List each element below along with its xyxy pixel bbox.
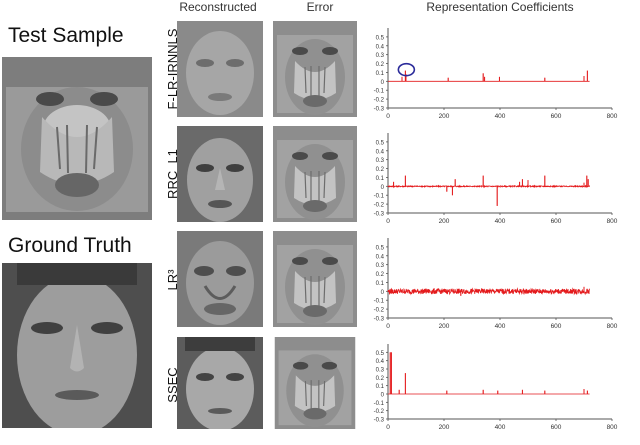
reconstructed-image-ssec — [177, 337, 263, 429]
x-tick-label: 400 — [495, 113, 506, 120]
x-tick-label: 200 — [439, 218, 450, 225]
test-sample-image — [2, 57, 152, 220]
reconstructed-image-rrc-l1 — [177, 126, 263, 222]
error-image-lr3 — [273, 231, 357, 327]
reconstructed-image-lr3 — [177, 231, 263, 327]
x-tick-label: 800 — [607, 424, 618, 431]
x-tick-label: 600 — [551, 424, 562, 431]
y-tick-label: 0.5 — [376, 245, 385, 251]
coefficient-series — [387, 175, 590, 206]
y-tick-label: 0.2 — [376, 167, 385, 173]
x-tick-label: 200 — [439, 424, 450, 431]
coefficient-chart-lr3: 0.50.40.30.20.10-0.1-0.2-0.30 200 400 600 80… — [374, 238, 618, 330]
header-reconstructed: Reconstructed — [179, 0, 257, 14]
x-tick-label: 400 — [495, 424, 506, 431]
y-tick-label: -0.2 — [374, 308, 385, 314]
coefficient-series — [388, 70, 590, 82]
x-tick-label: 800 — [607, 323, 618, 330]
coefficient-series — [387, 286, 590, 296]
y-tick-label: -0.1 — [374, 401, 385, 407]
ground-truth-image — [2, 263, 152, 428]
y-tick-label: -0.3 — [374, 418, 385, 424]
y-tick-label: 0 — [381, 185, 385, 191]
x-tick-label: 400 — [495, 323, 506, 330]
y-tick-label: 0.4 — [376, 149, 385, 155]
x-tick-label: 0 — [386, 323, 390, 330]
y-tick-label: 0.4 — [376, 359, 385, 365]
error-image-rrc-l1 — [273, 126, 357, 222]
x-tick-label: 600 — [551, 218, 562, 225]
y-tick-label: 0.5 — [376, 35, 385, 41]
y-tick-label: 0.4 — [376, 44, 385, 50]
error-image-f-lr-irnnls — [273, 21, 357, 117]
error-image-ssec — [273, 337, 357, 429]
x-tick-label: 0 — [386, 424, 390, 431]
y-tick-label: 0 — [381, 290, 385, 296]
y-tick-label: -0.1 — [374, 299, 385, 305]
test-sample-label: Test Sample — [8, 24, 124, 47]
y-tick-label: 0.1 — [376, 384, 385, 390]
y-tick-label: 0.5 — [376, 140, 385, 146]
y-tick-label: 0.1 — [376, 71, 385, 77]
y-tick-label: 0.3 — [376, 263, 385, 269]
header-coefficients: Representation Coefficients — [426, 0, 574, 14]
y-tick-label: 0 — [381, 80, 385, 86]
x-tick-label: 600 — [551, 113, 562, 120]
y-tick-label: 0.3 — [376, 53, 385, 59]
reconstructed-image-f-lr-irnnls — [177, 21, 263, 117]
highlight-ellipse — [397, 62, 416, 77]
y-tick-label: 0.5 — [376, 351, 385, 357]
coefficient-series — [388, 352, 590, 395]
y-tick-label: -0.1 — [374, 194, 385, 200]
x-tick-label: 600 — [551, 323, 562, 330]
y-tick-label: 0.2 — [376, 376, 385, 382]
y-tick-label: 0.1 — [376, 281, 385, 287]
y-tick-label: 0.3 — [376, 368, 385, 374]
header-error: Error — [306, 0, 334, 14]
x-tick-label: 400 — [495, 218, 506, 225]
y-tick-label: -0.2 — [374, 203, 385, 209]
x-tick-label: 800 — [607, 113, 618, 120]
y-tick-label: 0.4 — [376, 254, 385, 260]
y-tick-label: -0.3 — [374, 107, 385, 113]
y-tick-label: -0.3 — [374, 317, 385, 323]
y-tick-label: 0.3 — [376, 158, 385, 164]
coefficient-chart-ssec: 0.50.40.30.20.10-0.1-0.2-0.30 200 400 600 80… — [374, 344, 618, 431]
x-tick-label: 0 — [386, 218, 390, 225]
y-tick-label: 0 — [381, 393, 385, 399]
x-tick-label: 200 — [439, 113, 450, 120]
x-tick-label: 800 — [607, 218, 618, 225]
y-tick-label: -0.2 — [374, 98, 385, 104]
y-tick-label: 0.2 — [376, 272, 385, 278]
y-tick-label: -0.3 — [374, 212, 385, 218]
x-tick-label: 0 — [386, 113, 390, 120]
y-tick-label: 0.1 — [376, 176, 385, 182]
y-tick-label: -0.2 — [374, 409, 385, 415]
ground-truth-label: Ground Truth — [8, 234, 132, 257]
coefficient-chart-rrc-l1: 0.50.40.30.20.10-0.1-0.2-0.30 200 400 600 80… — [374, 133, 618, 225]
y-tick-label: -0.1 — [374, 89, 385, 95]
x-tick-label: 200 — [439, 323, 450, 330]
y-tick-label: 0.2 — [376, 62, 385, 68]
coefficient-chart-f-lr-irnnls: 0.50.40.30.20.10-0.1-0.2-0.30 200 400 600 80… — [374, 28, 618, 120]
